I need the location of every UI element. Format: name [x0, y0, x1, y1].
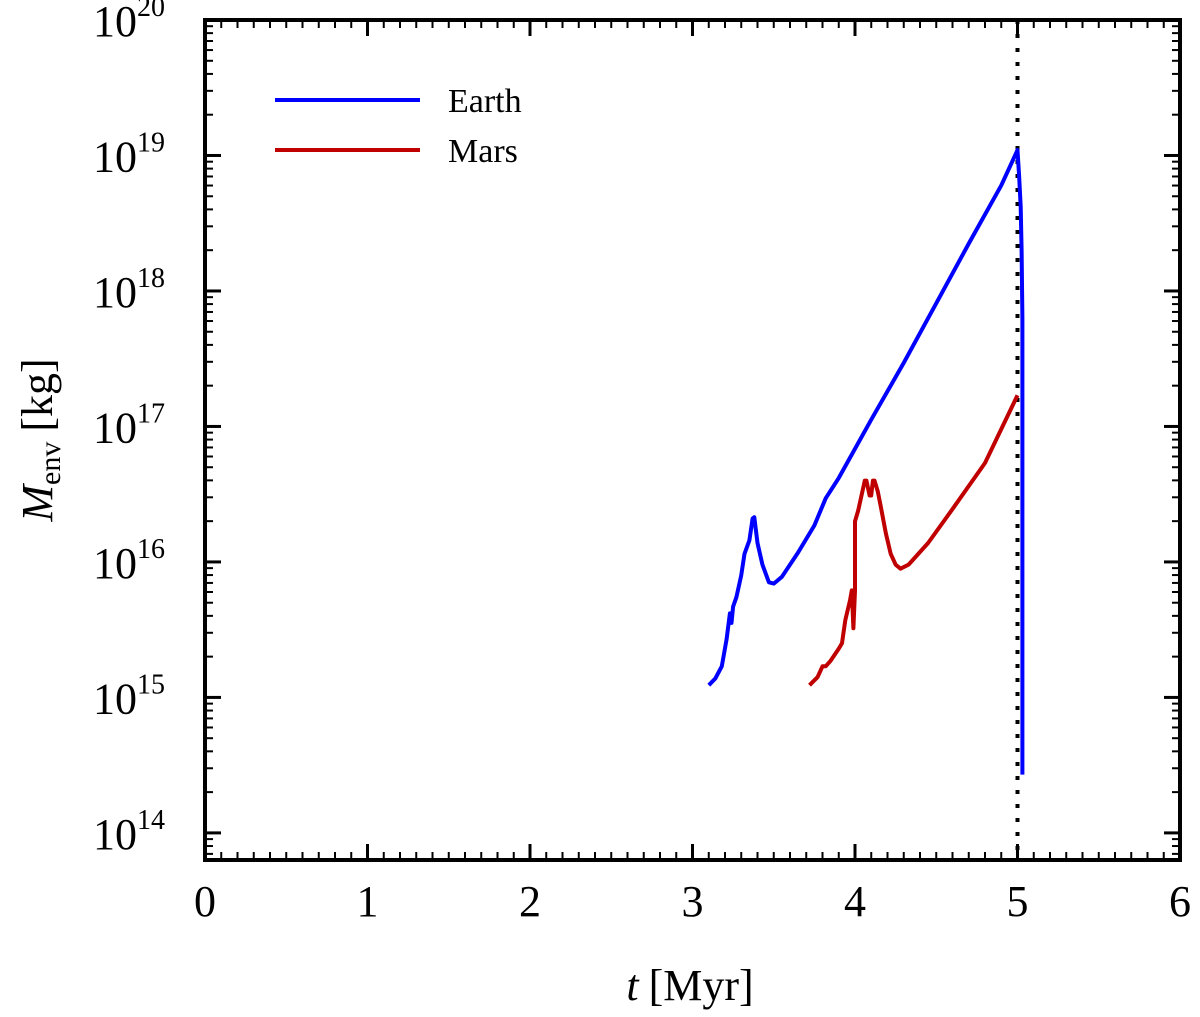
x-tick-label: 1: [357, 877, 379, 926]
legend-label-earth: Earth: [448, 83, 522, 120]
y-tick-label: 1019: [93, 127, 165, 181]
y-tick-label: 1014: [93, 805, 165, 859]
x-axis-var: t: [626, 961, 640, 1010]
y-tick-label: 1017: [93, 398, 165, 452]
axis-ticks: [203, 18, 1182, 860]
y-tick-label: 1018: [93, 263, 165, 317]
x-tick-label: 0: [194, 877, 216, 926]
tick-labels: 0 1 2 3 4 5 6 1014 1015 1016 1017 1018 1019 1020: [93, 0, 1191, 926]
y-axis-sub: env: [34, 442, 67, 485]
x-axis-unit: [Myr]: [649, 961, 754, 1010]
y-axis-label: Menv [kg]: [13, 358, 67, 522]
x-tick-label: 2: [519, 877, 541, 926]
x-tick-label: 3: [682, 877, 704, 926]
plot-area: [707, 20, 1025, 860]
series-line-earth: [707, 148, 1025, 775]
legend: Earth Mars: [275, 83, 522, 170]
plot-frame: [203, 18, 1182, 862]
y-tick-label: 1016: [93, 534, 165, 588]
x-tick-label: 6: [1169, 877, 1191, 926]
x-tick-label: 5: [1007, 877, 1029, 926]
legend-label-mars: Mars: [448, 133, 518, 170]
x-tick-label: 4: [844, 877, 866, 926]
y-tick-label: 1020: [93, 0, 165, 46]
series-line-mars: [808, 394, 1020, 687]
x-axis-label: t [Myr]: [626, 961, 753, 1010]
y-axis-unit: [kg]: [13, 358, 62, 431]
y-axis-var: M: [13, 483, 62, 523]
y-tick-label: 1015: [93, 669, 165, 723]
